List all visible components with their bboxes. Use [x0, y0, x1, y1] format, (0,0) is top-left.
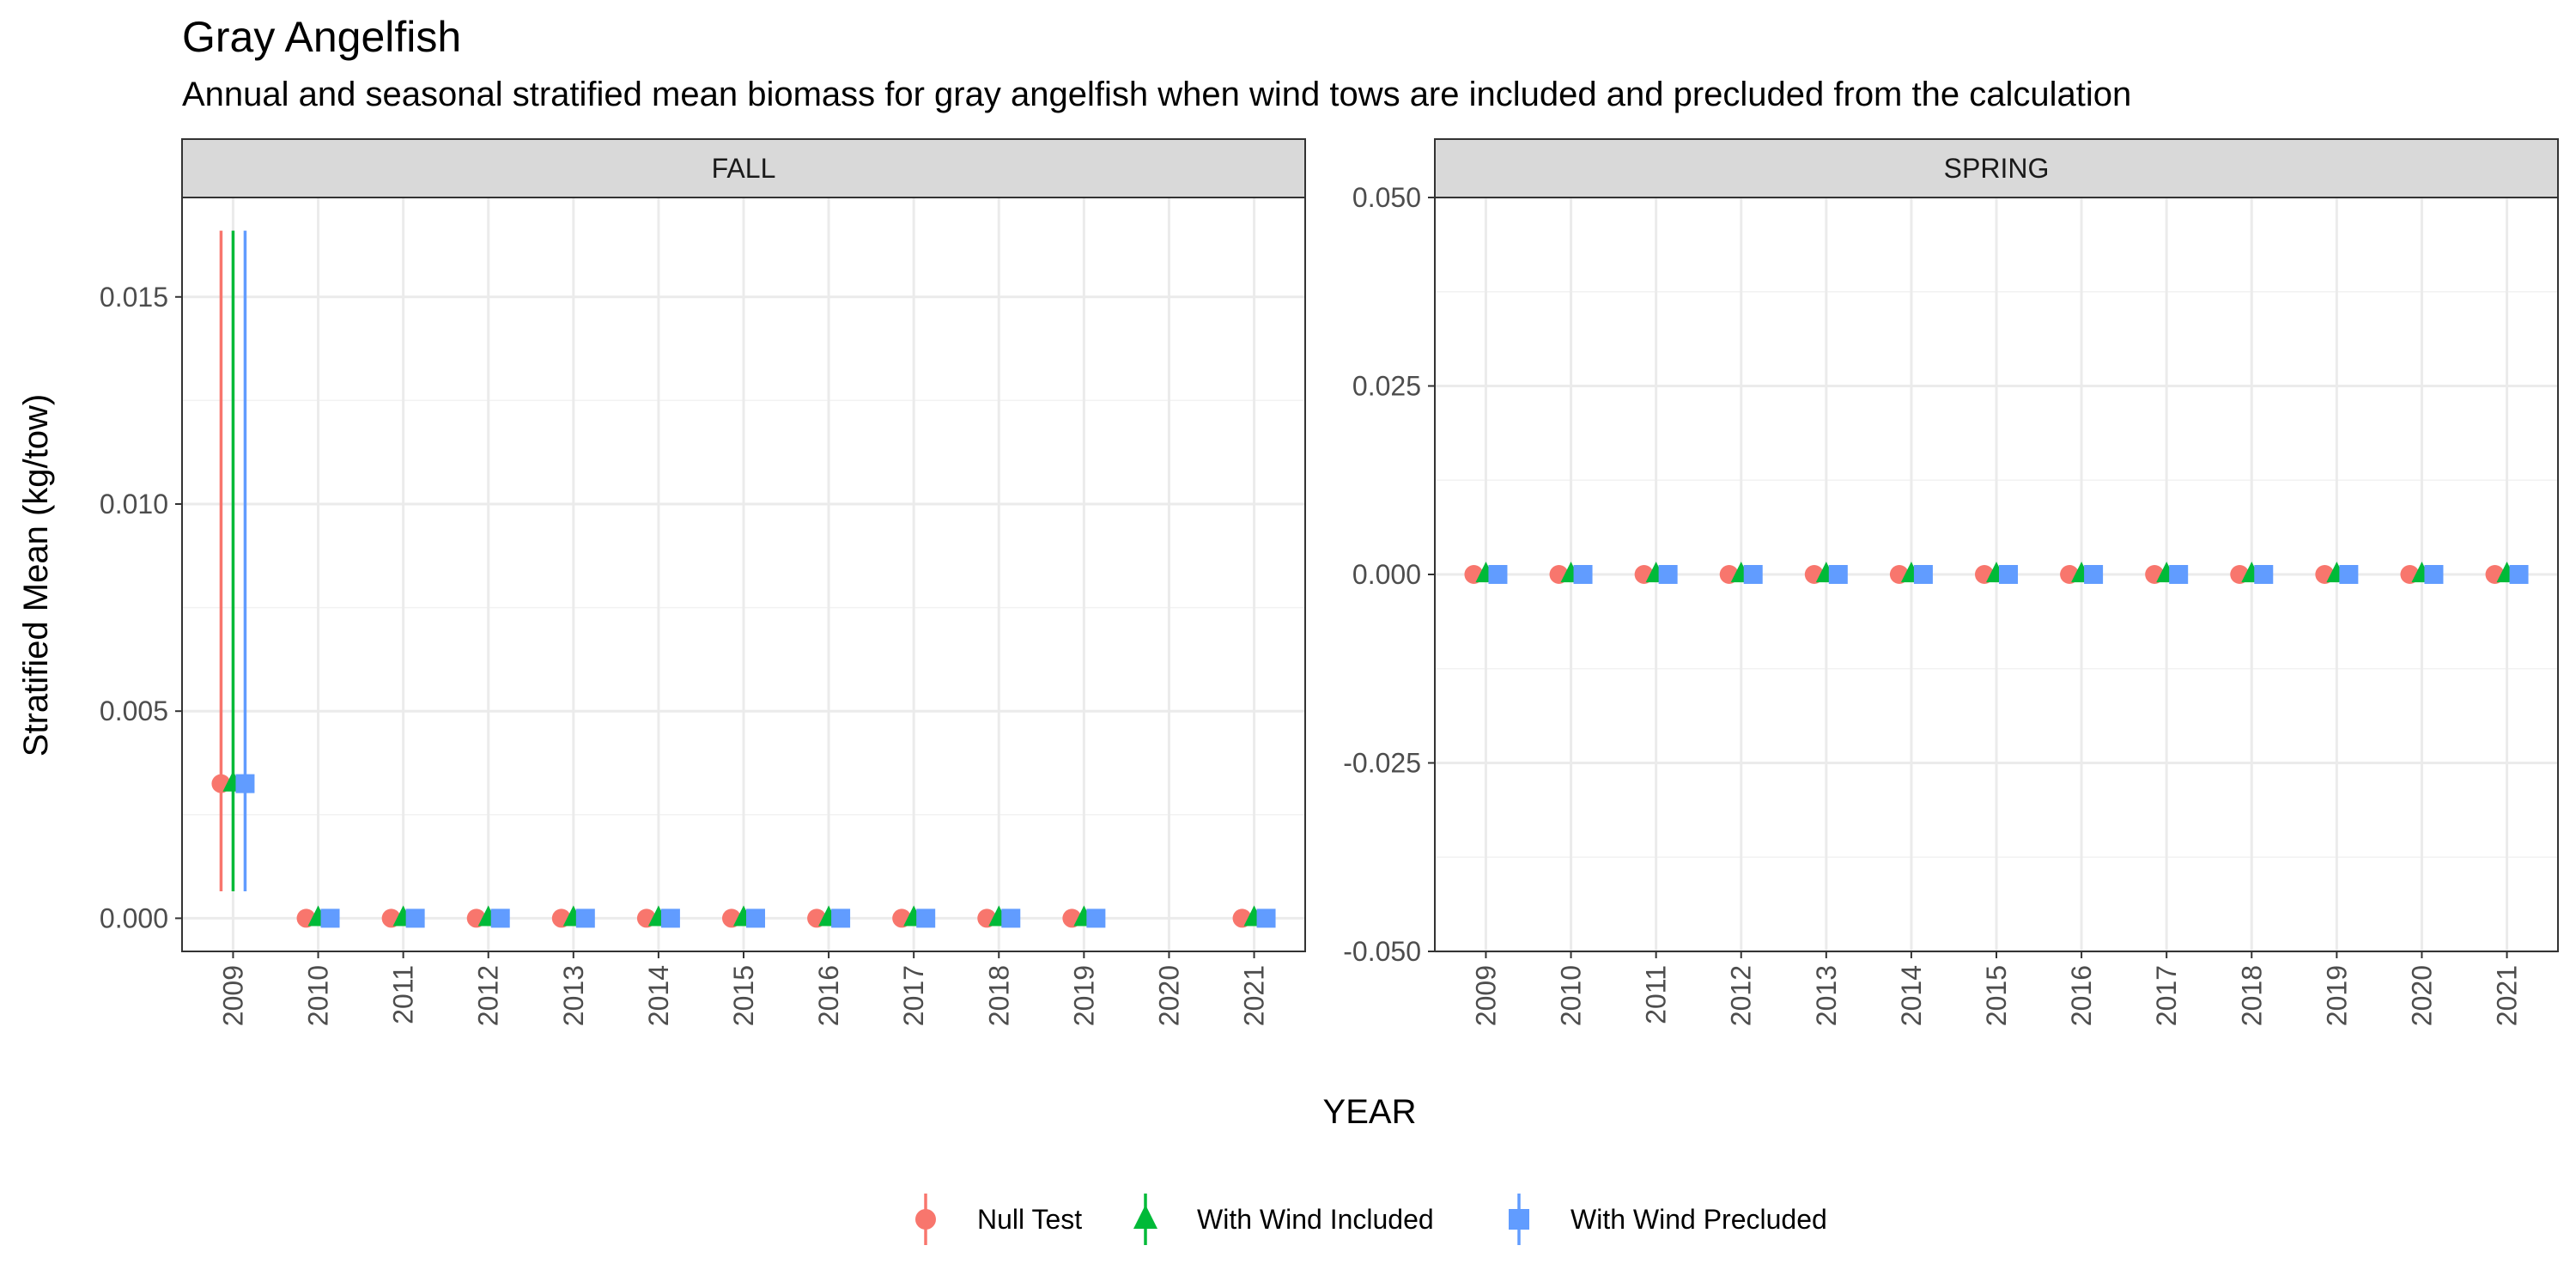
panel-spring-point-with-wind-precluded: [1488, 565, 1508, 584]
panel-fall-x-tick-label: 2014: [643, 965, 674, 1026]
chart-subtitle: Annual and seasonal stratified mean biom…: [182, 76, 2132, 113]
panel-spring-point-with-wind-precluded: [1999, 565, 2018, 584]
chart-title: Gray Angelfish: [182, 13, 462, 61]
panel-spring-y-tick-label: 0.050: [1352, 182, 1421, 213]
panel-fall-point-with-wind-precluded: [660, 908, 680, 928]
panel-spring-point-with-wind-precluded: [1828, 565, 1848, 584]
panel-fall-point-with-wind-precluded: [1256, 908, 1276, 928]
panel-spring-point-with-wind-precluded: [1913, 565, 1933, 584]
panel-fall-x-tick-label: 2016: [813, 965, 844, 1026]
panel-spring-x-tick-label: 2010: [1556, 965, 1587, 1026]
panel-spring-point-with-wind-precluded: [2254, 565, 2274, 584]
panel-fall-point-with-wind-precluded: [746, 908, 765, 928]
panel-fall-x-tick-label: 2019: [1068, 965, 1099, 1026]
panel-spring-point-with-wind-precluded: [2424, 565, 2444, 584]
panel-fall-point-with-wind-precluded: [490, 908, 510, 928]
legend-key-marker-with-wind-included: [1133, 1205, 1157, 1229]
panel-spring-point-with-wind-precluded: [1573, 565, 1593, 584]
panel-fall-y-tick-label: 0.005: [100, 696, 168, 726]
panel-spring-point-with-wind-precluded: [2169, 565, 2189, 584]
panel-spring-x-tick-label: 2016: [2066, 965, 2097, 1026]
legend-label-with-wind-included: With Wind Included: [1197, 1204, 1434, 1235]
panel-spring-x-tick-label: 2015: [1981, 965, 2012, 1026]
panel-fall-point-with-wind-precluded: [575, 908, 595, 928]
panel-fall-point-with-wind-precluded: [1001, 908, 1021, 928]
panel-fall-x-tick-label: 2015: [728, 965, 759, 1026]
panel-fall-y-tick-label: 0.015: [100, 282, 168, 313]
panel-spring-x-tick-label: 2018: [2236, 965, 2267, 1026]
legend-key-marker-with-wind-precluded: [1509, 1209, 1529, 1230]
panel-spring-point-with-wind-precluded: [2084, 565, 2104, 584]
panel-fall-y-tick-label: 0.000: [100, 902, 168, 933]
y-axis-title: Stratified Mean (kg/tow): [17, 394, 55, 756]
panel-fall-point-with-wind-precluded: [235, 774, 255, 793]
panel-fall-x-tick-label: 2011: [388, 965, 419, 1024]
panel-spring-x-tick-label: 2013: [1811, 965, 1842, 1026]
panel-fall-point-with-wind-precluded: [320, 908, 340, 928]
legend-key-marker-null-test: [915, 1209, 936, 1230]
panel-spring-point-with-wind-precluded: [2339, 565, 2359, 584]
legend-item-with-wind-included: With Wind Included: [1133, 1194, 1434, 1245]
panel-fall-point-with-wind-precluded: [831, 908, 851, 928]
panel-spring-x-tick-label: 2017: [2151, 965, 2182, 1026]
panel-spring-y-tick-label: 0.000: [1352, 559, 1421, 590]
panel-fall-x-tick-label: 2017: [898, 965, 929, 1026]
panel-spring-strip: [1434, 138, 2559, 198]
panel-fall-y-tick-label: 0.010: [100, 489, 168, 519]
panel-spring-x-tick-label: 2011: [1641, 965, 1672, 1024]
legend-item-null-test: Null Test: [915, 1194, 1082, 1245]
panel-spring-x-tick-label: 2021: [2492, 965, 2523, 1026]
panel-fall-x-tick-label: 2018: [983, 965, 1014, 1026]
panel-fall-x-tick-label: 2020: [1153, 965, 1184, 1026]
panel-fall-strip-label: FALL: [712, 153, 776, 184]
panel-fall-strip: [181, 138, 1306, 198]
panel-fall-x-tick-label: 2010: [303, 965, 334, 1026]
panel-fall-point-with-wind-precluded: [916, 908, 936, 928]
panel-spring-x-tick-label: 2014: [1896, 965, 1927, 1026]
panel-spring-point-with-wind-precluded: [1743, 565, 1763, 584]
panel-fall-x-tick-label: 2009: [217, 965, 248, 1026]
panel-fall-x-tick-label: 2012: [473, 965, 504, 1026]
panel-spring-point-with-wind-precluded: [1658, 565, 1678, 584]
panel-fall-x-tick-label: 2021: [1239, 965, 1270, 1026]
legend-label-null-test: Null Test: [977, 1204, 1082, 1235]
panel-fall-x-tick-label: 2013: [558, 965, 589, 1026]
panel-fall-point-with-wind-precluded: [1086, 908, 1106, 928]
panel-spring-y-tick-label: -0.050: [1343, 936, 1421, 967]
panel-fall-point-with-wind-precluded: [405, 908, 425, 928]
panel-spring-y-tick-label: -0.025: [1343, 748, 1421, 779]
panel-spring-x-tick-label: 2019: [2321, 965, 2352, 1026]
legend-item-with-wind-precluded: With Wind Precluded: [1509, 1194, 1827, 1245]
panel-spring-strip-label: SPRING: [1944, 153, 2050, 184]
panel-spring-x-tick-label: 2009: [1470, 965, 1501, 1026]
x-axis-title: YEAR: [1323, 1093, 1417, 1131]
panel-spring-y-tick-label: 0.025: [1352, 371, 1421, 402]
panel-spring-point-with-wind-precluded: [2509, 565, 2529, 584]
panel-spring-x-tick-label: 2012: [1726, 965, 1757, 1026]
legend-label-with-wind-precluded: With Wind Precluded: [1571, 1204, 1827, 1235]
panel-spring-x-tick-label: 2020: [2406, 965, 2437, 1026]
